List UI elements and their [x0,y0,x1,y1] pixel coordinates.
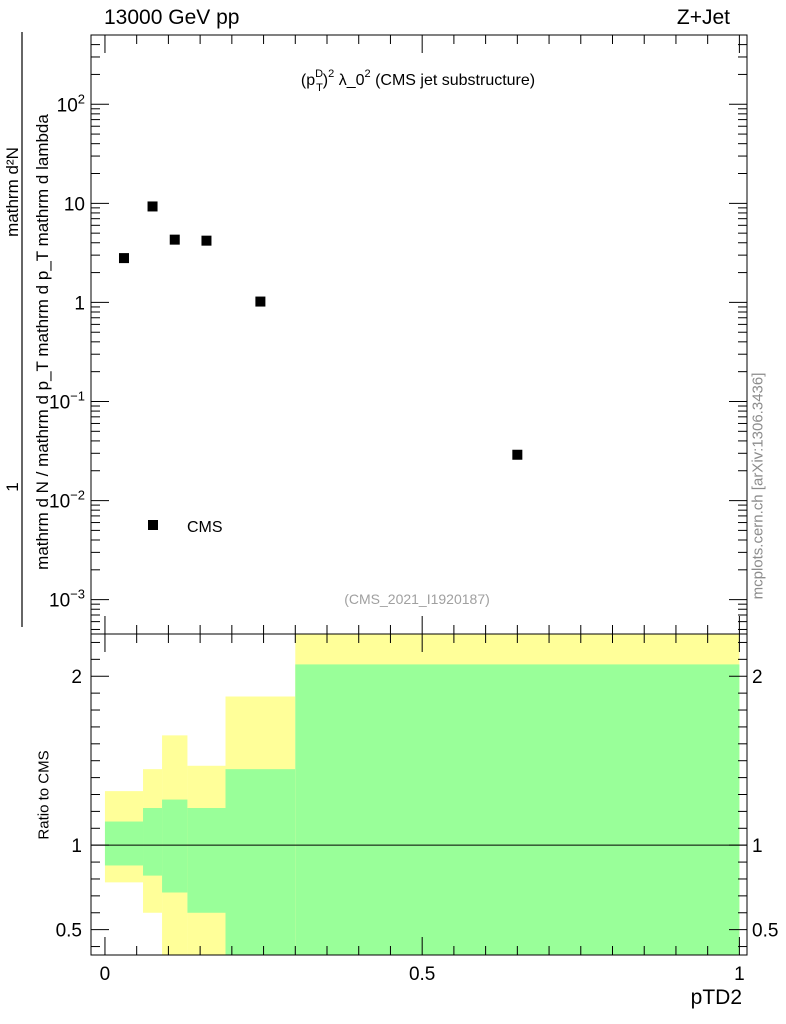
y-tick-label: 10−3 [49,587,85,612]
x-tick-label: 1 [734,964,745,985]
data-point-5 [512,449,523,460]
y-title-numerator-left: 1 [3,482,22,491]
ratio-bands [104,634,740,955]
y-title-denominator: mathrm d N / mathrm d p_T mathrm d p_T m… [33,114,52,570]
ratio-band-green-4 [225,769,296,955]
beam-energy-label: 13000 GeV pp [104,6,240,29]
x-axis-title: pTD2 [690,986,742,1009]
y-tick-label: 10 [64,194,85,215]
data-points [118,201,523,460]
lower-axis-ticks: 0 0.5 1 0.5 0.5 1 1 2 2 [56,634,778,985]
legend: CMS [148,519,223,536]
lower-plot-frame [90,633,748,956]
data-point-2 [169,234,180,245]
ratio-tick-label: 2 [71,667,82,688]
y-title-num: mathrm d²N [3,147,22,237]
ratio-tick-label: 0.5 [56,921,82,942]
ratio-band-green-1 [143,808,163,876]
ratio-band-green-3 [187,808,226,913]
plot-title-text: (pD T)2 λ_02 (CMS jet substructure) [301,68,535,94]
data-point-0 [118,253,129,264]
data-point-3 [201,235,212,246]
ratio-tick-label: 1 [71,836,82,857]
data-point-4 [255,296,266,307]
legend-label: CMS [187,519,223,536]
data-point-1 [147,201,158,212]
plot-title: (pD T)2 λ_02 (CMS jet substructure) [301,68,535,94]
ratio-band-green-2 [162,799,188,893]
upper-axis-title: 1 mathrm d²N mathrm d N / mathrm d p_T mat… [3,32,52,627]
legend-marker [148,520,158,530]
y-tick-label: 102 [57,91,85,116]
ratio-band-green-5 [295,664,740,955]
y-tick-label: 1 [74,293,85,314]
upper-plot-frame [90,34,748,635]
y-tick-label: 10−2 [49,488,85,513]
upper-axis-ticks: 10−3 10−2 10−1 1 10 102 [49,34,747,634]
ratio-tick-label-right: 1 [752,836,763,857]
ratio-tick-label-right: 2 [752,667,763,688]
x-tick-label: 0 [100,964,111,985]
ratio-tick-label-right: 0.5 [752,921,778,942]
analysis-tag: (CMS_2021_I1920187) [344,591,490,607]
process-label: Z+Jet [676,6,730,29]
ratio-band-green-0 [104,821,144,866]
x-tick-label: 0.5 [409,964,435,985]
y-axis-title-fraction: 1 mathrm d²N mathrm d N / mathrm d p_T mat… [3,32,52,627]
y-tick-label: 10−1 [49,388,85,413]
